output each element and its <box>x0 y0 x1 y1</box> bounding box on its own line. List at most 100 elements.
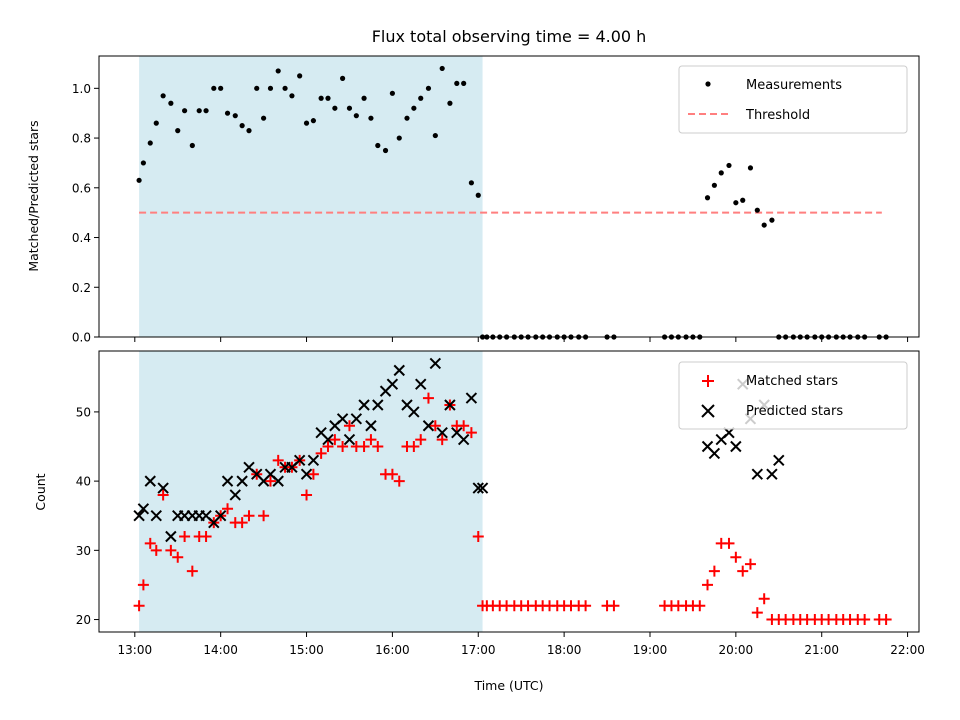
measurement-point <box>147 140 153 146</box>
matched-star-point <box>702 579 714 591</box>
matched-star-point <box>751 607 763 619</box>
matched-star-point <box>236 517 248 529</box>
top-axis-ticks: 0.0 0.2 0.4 0.6 0.8 1.0 <box>72 82 909 345</box>
matched-star-point <box>243 510 255 522</box>
measurement-point <box>196 108 202 114</box>
x-tick-label: 22:00 <box>890 643 925 657</box>
x-tick-label: 15:00 <box>289 643 324 657</box>
x-tick-label: 13:00 <box>118 643 153 657</box>
legend-label-threshold: Threshold <box>745 108 810 123</box>
predicted-star-point <box>476 482 489 494</box>
matched-star-point <box>200 530 212 542</box>
predicted-star-point <box>350 413 363 425</box>
predicted-star-point <box>343 433 356 446</box>
bottom-y-axis-label: Count <box>33 473 48 510</box>
measurement-point <box>297 73 303 79</box>
matched-star-point <box>150 544 162 556</box>
measurement-point <box>153 120 159 126</box>
predicted-star-point <box>133 510 145 522</box>
matched-star-point <box>307 468 319 480</box>
predicted-star-point <box>472 482 484 494</box>
measurement-point <box>339 75 346 81</box>
x-tick-label: 20:00 <box>719 643 754 657</box>
matched-star-point <box>415 434 427 446</box>
measurement-point <box>261 115 267 121</box>
measurement-point <box>375 142 381 149</box>
star-count-series <box>133 357 892 626</box>
predicted-star-point <box>229 489 241 501</box>
predicted-star-point <box>157 482 169 494</box>
predicted-star-point <box>165 530 177 543</box>
legend-label-measurements: Measurements <box>746 78 842 93</box>
top-panel: 0.0 0.2 0.4 0.6 0.8 1.0 Flux total observing … <box>26 27 920 345</box>
matched-star-point <box>386 468 398 480</box>
matched-star-point <box>133 600 145 612</box>
bottom-axes-frame <box>98 350 920 633</box>
measurement-point <box>275 68 281 74</box>
measurement-point <box>468 180 474 186</box>
predicted-star-point <box>408 406 420 418</box>
predicted-star-point <box>372 399 384 411</box>
matched-star-point <box>157 489 169 501</box>
measurement-point <box>447 100 453 106</box>
top-legend-box <box>678 65 908 134</box>
predicted-star-point <box>386 378 399 390</box>
measurement-point <box>411 105 417 111</box>
x-tick-label: 17:00 <box>461 643 496 657</box>
matched-star-point <box>272 454 284 466</box>
top-observing-window <box>139 56 483 337</box>
matched-star-point <box>458 420 470 432</box>
matched-star-point <box>358 441 370 453</box>
measurement-point <box>368 115 374 121</box>
predicted-star-point <box>415 378 427 390</box>
measurement-point <box>332 105 338 111</box>
matched-star-point <box>737 565 749 577</box>
matched-star-point <box>372 441 384 453</box>
measurement-point <box>282 85 288 91</box>
predicted-star-point <box>293 454 306 467</box>
measurement-point <box>754 207 760 213</box>
y-tick-label: 30 <box>76 544 91 558</box>
y-tick-label: 0.2 <box>72 281 91 295</box>
predicted-star-point <box>436 426 448 439</box>
measurement-point <box>461 80 467 86</box>
bottom-legend-box <box>678 361 908 430</box>
matched-star-point <box>172 551 184 563</box>
measurement-point <box>389 90 395 96</box>
matched-star-point <box>436 434 448 446</box>
predicted-star-point <box>773 454 785 467</box>
measurement-point <box>246 128 252 134</box>
x-tick-label: 18:00 <box>547 643 582 657</box>
matched-star-point <box>472 530 484 542</box>
predicted-star-point <box>214 510 227 522</box>
measurement-point <box>325 95 331 101</box>
predicted-star-point <box>766 468 778 480</box>
x-tick-label: 21:00 <box>804 643 839 657</box>
measurement-point <box>224 110 231 116</box>
measurement-point <box>726 162 732 169</box>
measurement-point <box>432 132 438 139</box>
measurement-point <box>404 115 410 121</box>
measurement-point <box>346 105 353 111</box>
predicted-star-point <box>300 468 313 480</box>
matched-star-point <box>465 427 477 439</box>
legend-marker-matched-stars <box>702 375 714 387</box>
matched-star-point <box>580 600 592 612</box>
matched-star-point <box>608 600 620 612</box>
matched-star-point <box>337 441 349 453</box>
x-tick-label: 14:00 <box>203 643 238 657</box>
measurement-point <box>318 95 324 101</box>
y-tick-label: 20 <box>76 613 91 627</box>
measurement-point <box>289 93 295 99</box>
measurement-point <box>136 177 142 183</box>
matched-star-point <box>708 565 720 577</box>
matched-star-point <box>859 614 871 626</box>
matched-star-point <box>723 537 735 549</box>
bottom-axis-ticks: 20 30 40 50 13:00 14:00 15:00 16:00 17:00 18:00 19… <box>76 405 925 657</box>
measurement-point <box>425 85 432 91</box>
y-tick-label: 0.6 <box>72 181 91 195</box>
matched-star-point <box>408 441 420 453</box>
matched-star-point <box>179 530 191 542</box>
predicted-star-point <box>457 433 470 446</box>
